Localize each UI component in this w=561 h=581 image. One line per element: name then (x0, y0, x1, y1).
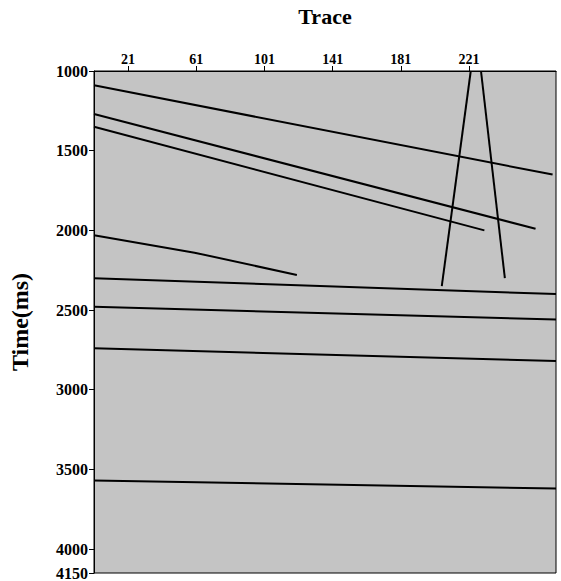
svg-text:101: 101 (254, 52, 275, 67)
svg-text:141: 141 (322, 52, 343, 67)
svg-text:2500: 2500 (56, 302, 88, 319)
svg-text:Trace: Trace (298, 4, 352, 29)
svg-text:3500: 3500 (56, 461, 88, 478)
svg-text:1500: 1500 (56, 142, 88, 159)
svg-text:181: 181 (390, 52, 411, 67)
svg-text:21: 21 (121, 52, 135, 67)
svg-text:2000: 2000 (56, 222, 88, 239)
svg-text:4150: 4150 (56, 565, 88, 581)
svg-text:Time(ms): Time(ms) (7, 273, 33, 371)
svg-text:1000: 1000 (56, 63, 88, 80)
svg-text:3000: 3000 (56, 381, 88, 398)
svg-text:61: 61 (189, 52, 203, 67)
svg-text:4000: 4000 (56, 541, 88, 558)
svg-text:221: 221 (459, 52, 480, 67)
